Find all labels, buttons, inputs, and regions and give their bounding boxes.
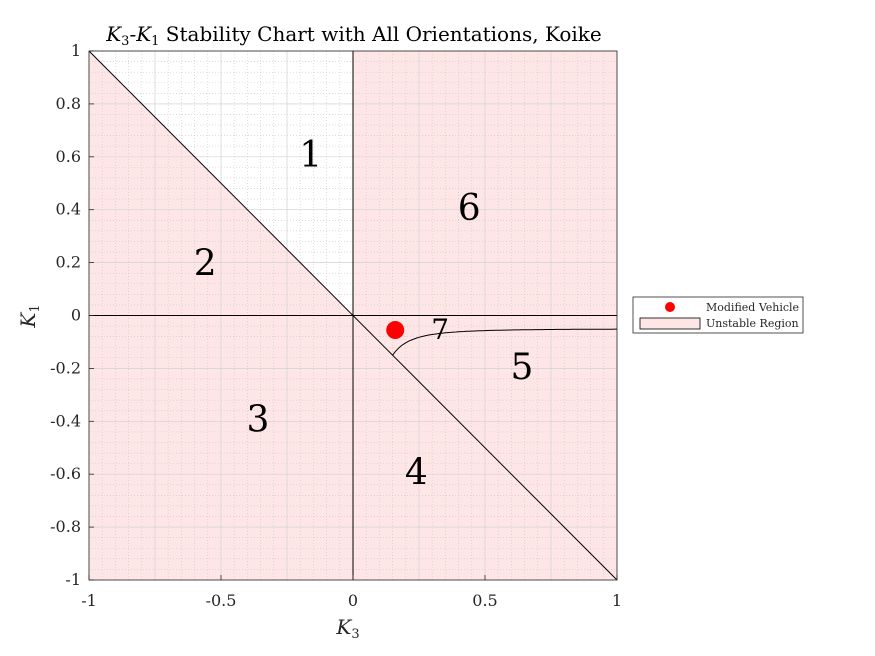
y-tick-label: -0.8 bbox=[50, 517, 81, 536]
y-tick-label: 0.2 bbox=[56, 253, 81, 272]
legend: Modified Vehicle Unstable Region bbox=[632, 296, 804, 334]
tick-labels-layer: -1 -0.5 0 0.5 1 -1 -0.8 -0.6 -0.4 -0.2 0 0.2 0.4 0.6 0… bbox=[50, 41, 622, 610]
region-label-5: 5 bbox=[511, 347, 534, 388]
legend-marker-unstable-region bbox=[639, 317, 701, 330]
chart-title: K3-K1 Stability Chart with All Orientati… bbox=[105, 22, 602, 49]
y-tick-label: 0.6 bbox=[56, 147, 81, 166]
y-tick-label: 0 bbox=[71, 306, 81, 325]
region-label-6: 6 bbox=[458, 188, 481, 229]
x-tick-label: 0 bbox=[348, 591, 358, 610]
region-label-2: 2 bbox=[194, 244, 217, 285]
point-modified-vehicle bbox=[386, 321, 405, 340]
y-axis-label: K1 bbox=[16, 304, 43, 328]
region-label-4: 4 bbox=[405, 453, 428, 494]
legend-label-unstable-region: Unstable Region bbox=[706, 317, 799, 330]
y-tick-label: 0.4 bbox=[56, 200, 81, 219]
region-labels-layer: 1 2 3 4 5 6 7 bbox=[194, 135, 534, 493]
y-tick-label: -0.6 bbox=[50, 464, 81, 483]
legend-label-modified-vehicle: Modified Vehicle bbox=[706, 301, 799, 314]
y-tick-label: -1 bbox=[65, 570, 81, 589]
region-label-1: 1 bbox=[299, 135, 322, 176]
points-layer bbox=[386, 321, 405, 340]
y-tick-label: -0.4 bbox=[50, 411, 81, 430]
x-tick-label: -1 bbox=[81, 591, 97, 610]
boundary-lines-layer bbox=[88, 50, 618, 581]
y-tick-label: -0.2 bbox=[50, 358, 81, 377]
axes-frame-layer bbox=[88, 50, 618, 581]
region-label-3: 3 bbox=[247, 400, 270, 441]
x-tick-label: -0.5 bbox=[206, 591, 237, 610]
x-axis-label: K3 bbox=[335, 615, 359, 642]
legend-marker-modified-vehicle bbox=[665, 302, 675, 312]
y-tick-label: 0.8 bbox=[56, 94, 81, 113]
y-tick-label: 1 bbox=[71, 41, 81, 60]
region-label-7: 7 bbox=[431, 313, 449, 346]
boundary-curve bbox=[392, 328, 617, 356]
x-tick-label: 0.5 bbox=[472, 591, 497, 610]
x-tick-label: 1 bbox=[612, 591, 622, 610]
